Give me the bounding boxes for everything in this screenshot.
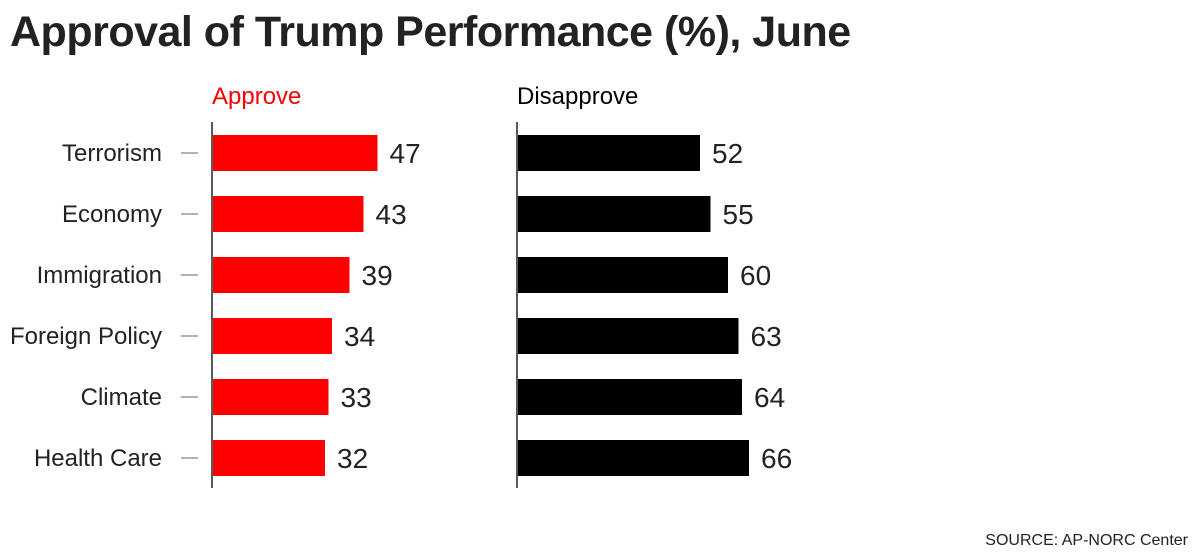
value-label-approve-economy: 43: [376, 199, 407, 230]
bar-approve-climate: [213, 379, 329, 415]
category-label-economy: Economy: [62, 201, 162, 228]
bar-disapprove-health-care: [518, 440, 749, 476]
category-label-immigration: Immigration: [37, 262, 162, 289]
bar-approve-health-care: [213, 440, 325, 476]
value-label-disapprove-economy: 55: [723, 199, 754, 230]
value-label-disapprove-health-care: 66: [761, 443, 792, 474]
chart-title: Approval of Trump Performance (%), June: [10, 8, 851, 56]
category-label-climate: Climate: [81, 384, 162, 411]
series-header-disapprove: Disapprove: [517, 83, 638, 110]
bar-approve-terrorism: [213, 135, 378, 171]
value-label-disapprove-foreign-policy: 63: [751, 321, 782, 352]
series-header-approve: Approve: [212, 83, 301, 110]
value-label-disapprove-immigration: 60: [740, 260, 771, 291]
category-label-terrorism: Terrorism: [62, 140, 162, 167]
value-label-disapprove-terrorism: 52: [712, 138, 743, 169]
source-note: SOURCE: AP-NORC Center: [985, 532, 1188, 549]
value-label-disapprove-climate: 64: [754, 382, 785, 413]
category-label-health-care: Health Care: [34, 445, 162, 472]
bar-disapprove-economy: [518, 196, 711, 232]
bar-approve-foreign-policy: [213, 318, 332, 354]
bar-disapprove-climate: [518, 379, 742, 415]
value-label-approve-terrorism: 47: [390, 138, 421, 169]
bar-approve-economy: [213, 196, 364, 232]
value-label-approve-climate: 33: [341, 382, 372, 413]
value-label-approve-foreign-policy: 34: [344, 321, 375, 352]
value-label-approve-health-care: 32: [337, 443, 368, 474]
bar-approve-immigration: [213, 257, 350, 293]
category-label-foreign-policy: Foreign Policy: [10, 323, 162, 350]
value-label-approve-immigration: 39: [362, 260, 393, 291]
bar-disapprove-foreign-policy: [518, 318, 739, 354]
bar-disapprove-immigration: [518, 257, 728, 293]
bar-disapprove-terrorism: [518, 135, 700, 171]
